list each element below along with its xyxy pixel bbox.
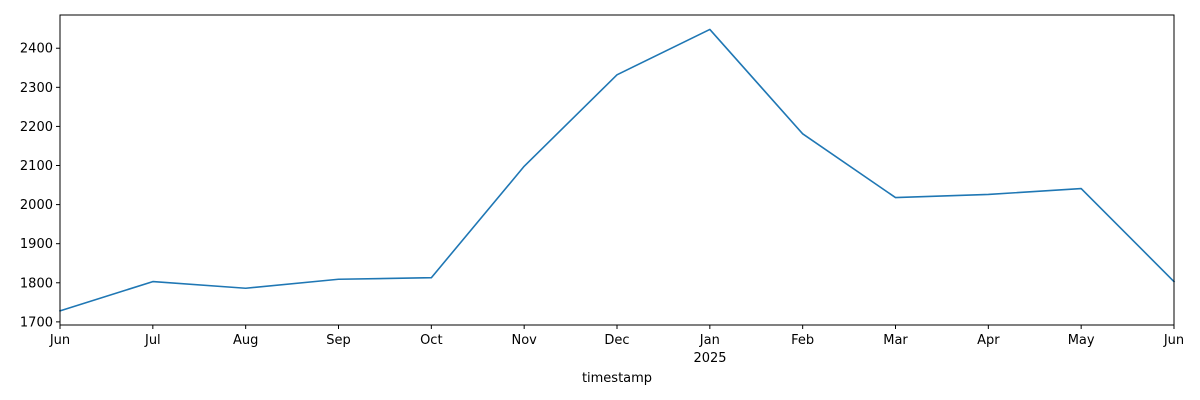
y-tick-label: 1700 xyxy=(20,315,53,330)
x-tick-label: Jan xyxy=(699,333,720,348)
x-axis: Jun Jul Aug Sep Oct Nov Dec Jan Feb Mar Apr May Jun xyxy=(49,325,1184,348)
y-tick-label: 1800 xyxy=(20,276,53,291)
x-tick-label: Jun xyxy=(49,333,70,348)
x-tick-label: Feb xyxy=(791,333,814,348)
y-tick-label: 2300 xyxy=(20,81,53,96)
x-axis-label: timestamp xyxy=(582,371,652,386)
series-group xyxy=(58,28,1176,312)
y-axis: 1700 1800 1900 2000 2100 2200 2300 2400 xyxy=(20,42,60,330)
x-tick-label: Apr xyxy=(977,333,1000,348)
x-tick-label: Jul xyxy=(144,333,161,348)
y-tick-label: 2000 xyxy=(20,198,53,213)
x-tick-label: Mar xyxy=(883,333,908,348)
x-tick-label: Jun xyxy=(1163,333,1184,348)
x-tick-label: Aug xyxy=(233,333,258,348)
x-tick-label: Nov xyxy=(511,333,537,348)
y-tick-label: 2100 xyxy=(20,159,53,174)
plot-frame xyxy=(59,14,1175,326)
y-tick-label: 2200 xyxy=(20,120,53,135)
y-tick-label: 1900 xyxy=(20,237,53,252)
x-year-label: 2025 xyxy=(693,351,726,366)
y-tick-label: 2400 xyxy=(20,42,53,57)
x-tick-label: Dec xyxy=(604,333,629,348)
x-tick-label: May xyxy=(1068,333,1095,348)
series-line-0 xyxy=(58,28,1176,312)
plot-background xyxy=(60,15,1174,325)
x-tick-label: Sep xyxy=(326,333,351,348)
x-tick-label: Oct xyxy=(420,333,442,348)
